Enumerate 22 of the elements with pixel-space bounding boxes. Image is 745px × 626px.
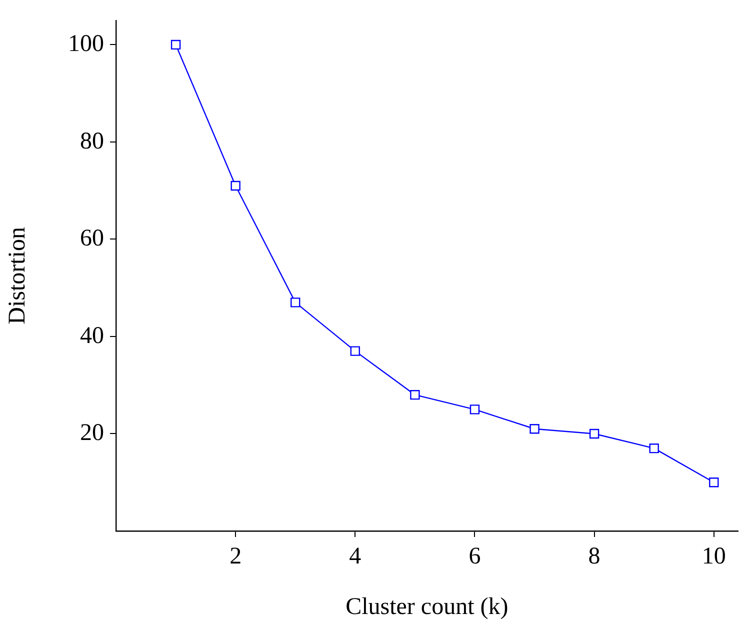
x-axis-title: Cluster count (k) — [346, 594, 508, 620]
point — [470, 404, 480, 414]
y-tick-label: 60 — [80, 226, 104, 252]
y-tick-label: 80 — [80, 128, 104, 154]
y-tick-label: 100 — [68, 31, 104, 58]
x-tick-label: 8 — [588, 544, 600, 570]
y-tick-label: 40 — [80, 322, 104, 349]
x-tick-label: 6 — [468, 544, 481, 570]
point — [350, 346, 360, 356]
point — [170, 40, 181, 50]
y-tick-label: 20 — [80, 420, 104, 446]
point — [709, 478, 719, 488]
point — [530, 424, 540, 434]
point — [230, 180, 240, 191]
point — [410, 390, 420, 400]
x-tick-label: 2 — [230, 544, 242, 570]
x-tick-label: 10 — [702, 544, 726, 570]
x-tick-label: 4 — [349, 544, 362, 570]
point — [649, 443, 659, 454]
point — [290, 298, 300, 308]
y-axis-title: Distortion — [4, 227, 31, 324]
point — [589, 428, 600, 439]
